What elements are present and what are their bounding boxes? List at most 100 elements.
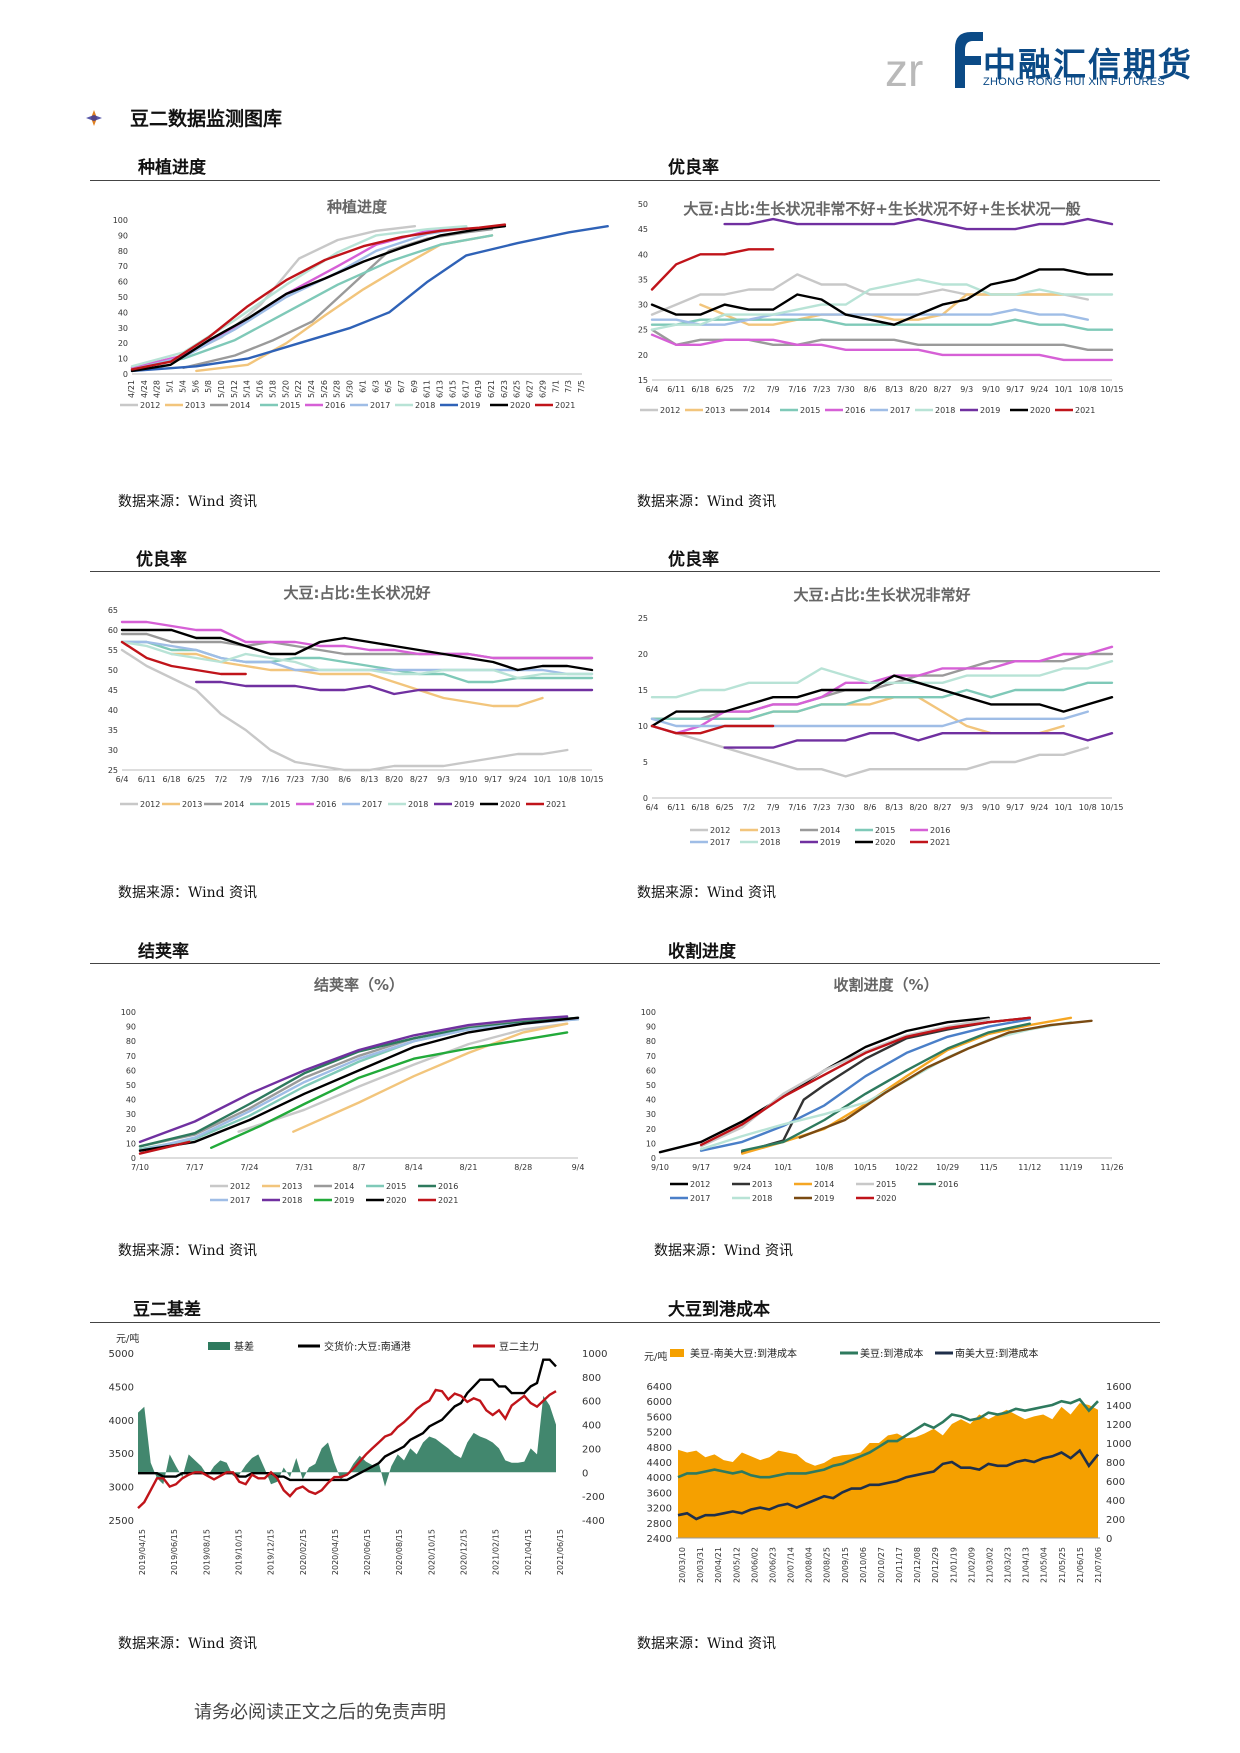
y-tick-label-right: -200 bbox=[582, 1492, 605, 1503]
chart-harvest-progress: 收割进度（%） 0 10 20 30 40 50 60 70 80 90 100 9/10 9/17 9/2… bbox=[630, 968, 1135, 1218]
x-tick-label: 9/10 bbox=[982, 803, 1000, 812]
x-tick-label: 7/1 bbox=[551, 380, 560, 393]
x-tick-label: 7/10 bbox=[131, 1163, 149, 1172]
series-line bbox=[677, 1448, 1100, 1521]
y-tick-label: 50 bbox=[638, 200, 648, 209]
y-tick-label-right: 1600 bbox=[1106, 1382, 1131, 1393]
y-tick-label-left: 5000 bbox=[109, 1349, 134, 1360]
series-line-2012 bbox=[237, 1022, 569, 1133]
legend-label: 2018 bbox=[282, 1196, 302, 1205]
section-title-good-rate-3: 优良率 bbox=[668, 550, 719, 570]
y-tick-label-right: 200 bbox=[582, 1444, 601, 1455]
y-axis-unit: 元/吨 bbox=[644, 1350, 667, 1363]
series-line-2016 bbox=[138, 1016, 580, 1148]
series-line-2017 bbox=[650, 308, 1089, 326]
series-line-2019 bbox=[798, 1019, 1093, 1139]
legend-label: 2015 bbox=[875, 826, 895, 835]
x-tick-label: 2020/12/15 bbox=[460, 1529, 469, 1575]
series-line-2017 bbox=[130, 226, 468, 371]
legend-label: 2013 bbox=[760, 826, 780, 835]
chart-condition-excellent: 大豆:占比:生长状况非常好 0 5 10 15 20 25 6/4 6/11 6/18 6/25 7/… bbox=[630, 580, 1135, 860]
x-tick-label: 10/8 bbox=[1079, 803, 1097, 812]
x-tick-label: 21/05/25 bbox=[1058, 1547, 1067, 1583]
y-tick-label: 50 bbox=[646, 1081, 656, 1090]
divider bbox=[90, 571, 1160, 572]
y-axis-unit: 元/吨 bbox=[116, 1332, 139, 1345]
x-tick-label: 11/26 bbox=[1100, 1163, 1123, 1172]
x-tick-label: 8/27 bbox=[934, 803, 952, 812]
legend-label: 2021 bbox=[546, 800, 566, 809]
legend-label: 2019 bbox=[814, 1194, 834, 1203]
x-tick-label: 7/9 bbox=[767, 803, 780, 812]
company-logo-mark: zr bbox=[885, 32, 983, 92]
legend-label: 2016 bbox=[845, 406, 865, 415]
legend-label: 2019 bbox=[820, 838, 840, 847]
legend-label: 2019 bbox=[454, 800, 474, 809]
x-tick-label: 2019/12/15 bbox=[267, 1529, 276, 1575]
x-tick-label: 10/15 bbox=[580, 775, 603, 784]
x-tick-label: 7/5 bbox=[577, 380, 586, 393]
legend-label: 2012 bbox=[230, 1182, 250, 1191]
y-tick-label: 45 bbox=[638, 225, 648, 234]
y-tick-label: 35 bbox=[108, 726, 118, 735]
x-tick-label: 2019/10/15 bbox=[234, 1529, 243, 1575]
series-line-2018 bbox=[130, 225, 468, 368]
y-tick-label: 40 bbox=[638, 250, 648, 259]
y-tick-label-left: 5600 bbox=[647, 1412, 672, 1423]
x-tick-label: 21/04/13 bbox=[1022, 1547, 1031, 1583]
x-tick-label: 7/9 bbox=[767, 385, 780, 394]
legend-label: 2013 bbox=[752, 1180, 772, 1189]
y-tick-label-left: 3000 bbox=[109, 1483, 134, 1494]
y-tick-label: 15 bbox=[638, 686, 648, 695]
x-tick-label: 8/27 bbox=[934, 385, 952, 394]
series-line-2015 bbox=[650, 681, 1114, 721]
x-tick-label: 6/5 bbox=[384, 380, 393, 393]
y-tick-label-left: 4000 bbox=[647, 1473, 672, 1484]
legend-label: 2020 bbox=[1030, 406, 1050, 415]
x-tick-label: 9/24 bbox=[1030, 803, 1048, 812]
legend-label: 2012 bbox=[660, 406, 680, 415]
x-tick-label: 20/12/29 bbox=[931, 1547, 940, 1583]
data-source: 数据来源：Wind 资讯 bbox=[118, 494, 258, 510]
y-tick-label-left: 5200 bbox=[647, 1428, 672, 1439]
x-tick-label: 5/6 bbox=[191, 380, 200, 393]
x-tick-label: 11/12 bbox=[1018, 1163, 1041, 1172]
series-line-2014 bbox=[650, 652, 1114, 721]
x-tick-label: 20/05/12 bbox=[732, 1547, 741, 1583]
legend-label: 2020 bbox=[510, 401, 530, 410]
legend-label: 2020 bbox=[386, 1196, 406, 1205]
x-tick-label: 7/23 bbox=[812, 803, 830, 812]
x-tick-label: 20/10/06 bbox=[859, 1547, 868, 1583]
series-line-2021 bbox=[130, 223, 507, 371]
x-tick-label: 10/15 bbox=[1100, 385, 1123, 394]
x-tick-label: 21/06/15 bbox=[1076, 1547, 1085, 1583]
x-tick-label: 9/3 bbox=[437, 775, 450, 784]
legend-label: 2017 bbox=[230, 1196, 250, 1205]
x-tick-label: 9/3 bbox=[960, 385, 973, 394]
bullet-icon bbox=[86, 110, 102, 126]
x-tick-label: 9/4 bbox=[572, 1163, 585, 1172]
x-tick-label: 9/17 bbox=[1006, 803, 1024, 812]
x-tick-label: 20/03/10 bbox=[678, 1547, 687, 1583]
y-tick-label: 0 bbox=[651, 1154, 656, 1163]
company-logo-text: 中融汇信期货 bbox=[983, 45, 1193, 84]
x-tick-label: 6/18 bbox=[162, 775, 180, 784]
series-line-2020 bbox=[138, 1016, 580, 1152]
x-tick-label: 7/30 bbox=[837, 385, 855, 394]
x-tick-label: 2020/04/15 bbox=[331, 1529, 340, 1575]
legend-label: 2014 bbox=[750, 406, 770, 415]
y-tick-label: 20 bbox=[638, 650, 648, 659]
legend-label: 美豆-南美大豆:到港成本 bbox=[690, 1347, 797, 1360]
x-tick-label: 4/21 bbox=[127, 380, 136, 398]
section-title-podding: 结荚率 bbox=[138, 942, 189, 962]
y-tick-label: 60 bbox=[118, 278, 128, 287]
series-line-2015 bbox=[699, 1018, 990, 1148]
y-tick-label: 70 bbox=[126, 1052, 136, 1061]
legend-label: 南美大豆:到港成本 bbox=[955, 1347, 1038, 1360]
y-tick-label-left: 4800 bbox=[647, 1443, 672, 1454]
x-tick-label: 11/5 bbox=[980, 1163, 998, 1172]
legend-label: 2016 bbox=[316, 800, 336, 809]
legend-swatch bbox=[208, 1342, 230, 1350]
legend-label: 2020 bbox=[500, 800, 520, 809]
y-tick-label-left: 6400 bbox=[647, 1382, 672, 1393]
